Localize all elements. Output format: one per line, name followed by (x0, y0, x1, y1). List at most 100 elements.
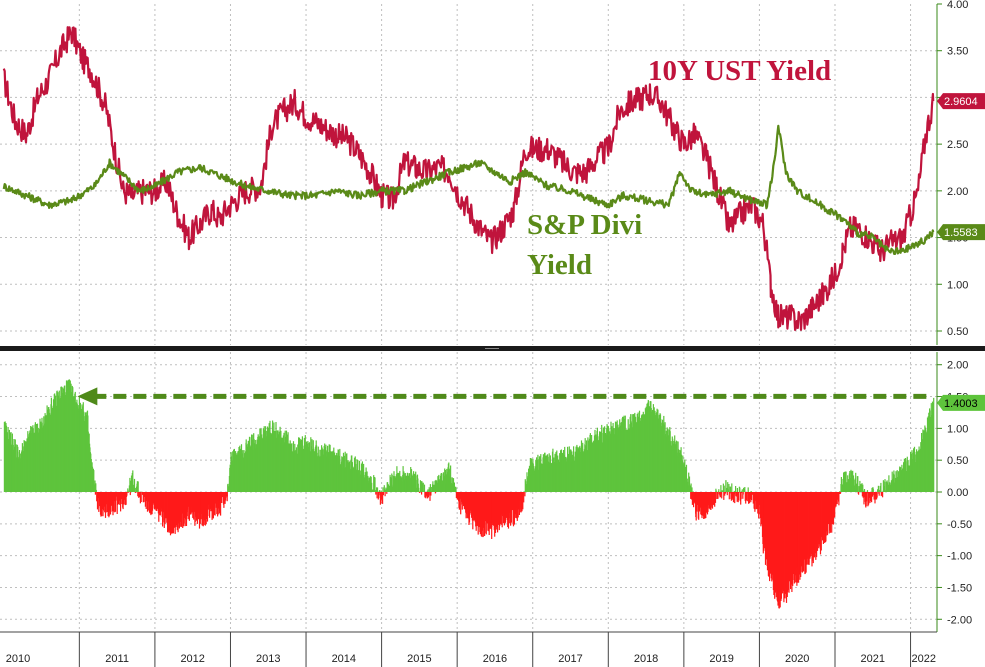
spread-bar-positive (841, 484, 843, 492)
spread-bar-negative (137, 492, 139, 497)
x-axis-year-label: 2012 (180, 653, 204, 665)
spread-bar-negative (226, 492, 228, 497)
spread-bar-negative (112, 492, 115, 512)
spread-bar-positive (419, 480, 421, 492)
spread-bar-negative (421, 492, 423, 495)
spread-bar-positive (94, 480, 96, 492)
top-y-tick-label: 4.00 (947, 0, 968, 11)
spread-bar-positive (455, 487, 457, 492)
x-axis-year-label: 2013 (256, 653, 280, 665)
spread-bar-positive (363, 463, 365, 492)
spread-bar-positive (93, 484, 95, 492)
spread-bar-negative (430, 492, 432, 496)
spread-bar-negative (714, 492, 717, 503)
spread-bar-negative (733, 492, 735, 495)
spread-bar-negative (225, 492, 227, 501)
spread-bar-positive (377, 490, 379, 492)
spread-bar-positive (715, 488, 717, 492)
spread-bar-negative (869, 492, 871, 503)
spread-bar-negative (419, 492, 421, 493)
top-y-tick-label: 2.00 (947, 186, 968, 198)
spread-bar-positive (744, 487, 746, 492)
spread-bar-positive (429, 484, 431, 492)
spread-bar-negative (220, 492, 222, 516)
spread-bar-positive (371, 489, 373, 492)
spread-bar-positive (845, 471, 847, 492)
spread-bar-negative (143, 492, 145, 502)
spread-bar-negative (375, 492, 377, 495)
spread-bar-negative (127, 492, 129, 493)
last-value-badge-text: 1.5583 (944, 227, 978, 239)
spread-bar-positive (452, 483, 454, 492)
spread-bar-positive (741, 489, 743, 492)
spread-bar-negative (873, 492, 875, 500)
spread-bar-positive (750, 491, 752, 492)
spread-bar-negative (748, 492, 751, 504)
spread-bar-positive (723, 485, 725, 492)
spread-bar-negative (120, 492, 122, 512)
x-axis-year-label: 2020 (785, 653, 809, 665)
spread-bar-positive (129, 477, 131, 492)
spread-bar-negative (861, 492, 863, 497)
spread-bar-negative (751, 492, 753, 501)
spread-bar-negative (871, 492, 873, 503)
spread-bar-positive (735, 486, 737, 492)
spread-bar-negative (140, 492, 142, 502)
spread-bar-positive (690, 483, 692, 492)
spread-badge-text: 1.4003 (944, 398, 978, 410)
ust-last-value-badge: 2.9604 (937, 93, 985, 110)
spread-bar-positive (860, 484, 862, 492)
spread-bar-negative (429, 492, 431, 501)
ust-yield-annotation: 10Y UST Yield (648, 55, 831, 87)
spread-bar-positive (888, 475, 890, 492)
spread-bar-positive (739, 487, 741, 492)
spread-bar-negative (866, 492, 868, 494)
spread-bar-negative (428, 492, 430, 496)
x-axis-year-label: 2010 (6, 653, 30, 665)
spread-bar-negative (378, 492, 380, 493)
spread-bar-negative (738, 492, 740, 493)
last-value-badge-text: 2.9604 (944, 96, 978, 108)
spread-bar-negative (750, 492, 752, 503)
spread-bar-positive (132, 470, 134, 492)
spread-bar-positive (859, 480, 861, 492)
spread-bar-positive (725, 480, 727, 492)
spread-bar-positive (863, 490, 865, 492)
spread-badge-bg (937, 394, 985, 411)
spread-bar-positive (727, 482, 729, 492)
spread-bar-negative (732, 492, 735, 503)
spread-bar-positive (862, 484, 864, 492)
x-axis: 2010 2011 2012 2013 2014 2015 2016 2017 2018 2019… (0, 631, 937, 667)
spread-bar-positive (731, 483, 733, 492)
spread-bar-negative (382, 492, 384, 504)
spread-bar-negative (747, 492, 749, 502)
spread-bar-positive (839, 491, 841, 492)
spread-bar-negative (380, 492, 382, 501)
spread-bar-negative (122, 492, 124, 510)
spread-bar-negative (742, 492, 744, 499)
arrow-head (77, 387, 98, 406)
spread-bar-negative (96, 492, 98, 502)
spread-bar-positive (427, 489, 429, 492)
spread-bar-negative (837, 492, 839, 500)
spread-bar-positive (137, 481, 139, 492)
spread-bar-negative (521, 492, 523, 512)
x-axis-year-label: 2017 (558, 653, 582, 665)
divi-yield-annotation-line1: S&P Divi (527, 209, 642, 241)
spread-bar-positive (136, 481, 138, 492)
spread-bar-negative (745, 492, 748, 501)
spread-bar-positive (382, 487, 384, 492)
top-y-tick-label: 1.00 (947, 279, 968, 291)
bottom-y-tick-label: 1.00 (947, 423, 968, 435)
spread-bar-negative (118, 492, 120, 505)
spread-bar-negative (126, 492, 128, 496)
spread-bar-negative (209, 492, 211, 518)
spread-bar-negative (107, 492, 109, 517)
spread-bar-negative (94, 492, 96, 495)
spread-bar-negative (376, 492, 378, 499)
spread-bar-negative (717, 492, 719, 499)
spread-bar-positive (685, 466, 687, 492)
spread-bar-positive (365, 467, 367, 492)
spread-bar-negative (523, 492, 525, 503)
